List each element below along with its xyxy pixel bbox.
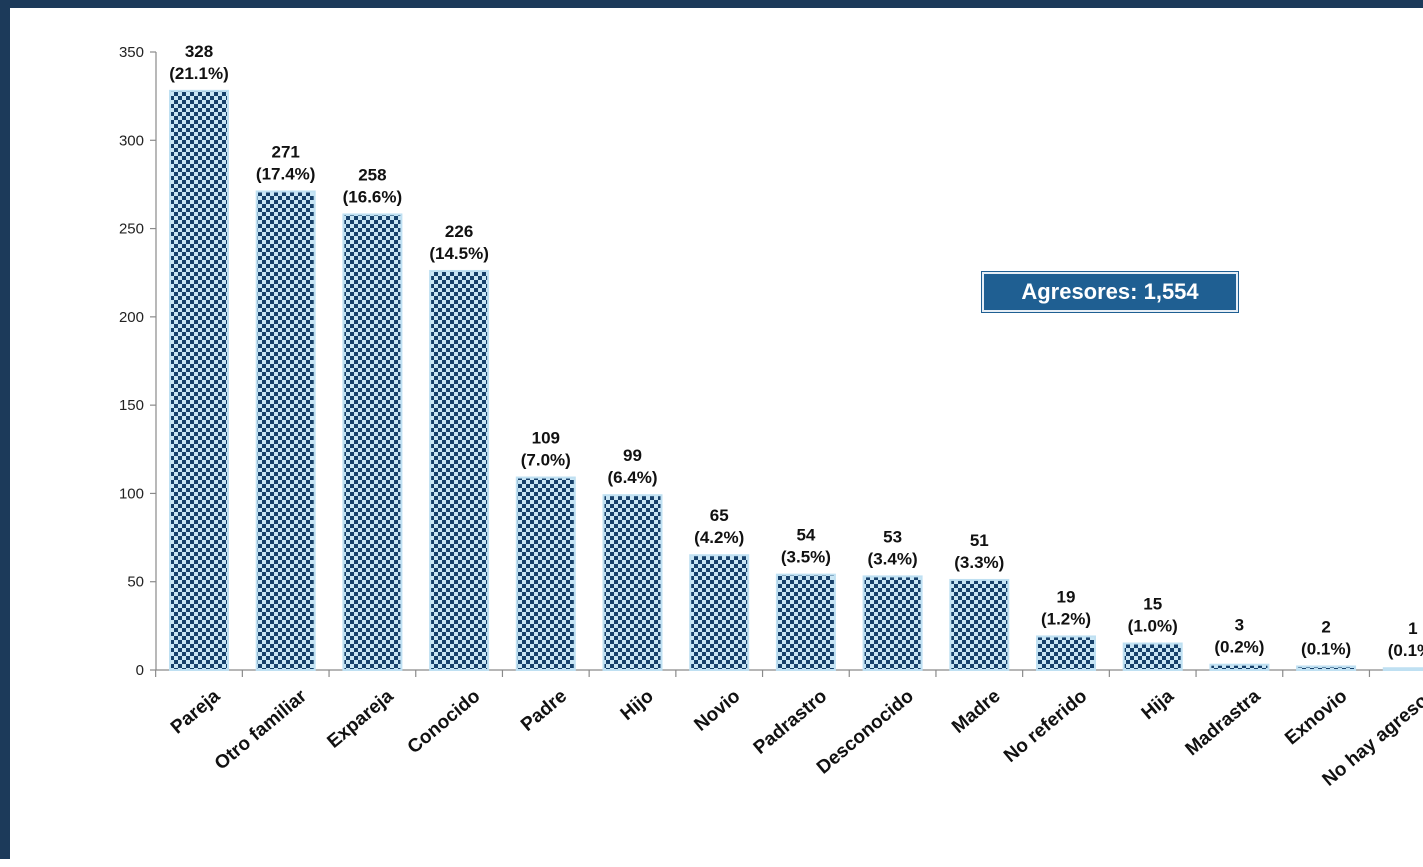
category-label: Hija bbox=[1138, 685, 1179, 724]
category-label: Hijo bbox=[617, 686, 658, 725]
percent-label: (1.0%) bbox=[1128, 617, 1178, 636]
percent-label: (4.2%) bbox=[694, 528, 744, 547]
bar-no-referido bbox=[1036, 635, 1096, 671]
percent-label: (0.1%) bbox=[1301, 639, 1351, 658]
percent-label: (3.3%) bbox=[954, 553, 1004, 572]
percent-label: (3.5%) bbox=[781, 548, 831, 567]
value-label: 65 bbox=[710, 506, 729, 525]
value-label: 53 bbox=[883, 527, 902, 546]
bar-otro-familiar bbox=[255, 190, 316, 671]
category-label: Madrastra bbox=[1182, 685, 1265, 760]
value-label: 54 bbox=[796, 526, 815, 545]
value-label: 51 bbox=[970, 531, 989, 550]
category-label: Padre bbox=[517, 686, 571, 736]
y-tick-label: 100 bbox=[119, 485, 144, 502]
percent-label: (0.1%) bbox=[1388, 641, 1423, 660]
bar-desconocido bbox=[862, 575, 923, 671]
bar-novio bbox=[689, 554, 750, 672]
value-label: 19 bbox=[1057, 587, 1076, 606]
bar-madre bbox=[949, 578, 1010, 671]
value-label: 328 bbox=[185, 42, 213, 61]
value-label: 258 bbox=[358, 165, 386, 184]
bar-madrastra bbox=[1209, 663, 1270, 672]
bar-hija bbox=[1122, 642, 1183, 671]
percent-label: (17.4%) bbox=[256, 164, 316, 183]
bar-expareja bbox=[342, 213, 403, 671]
value-label: 99 bbox=[623, 446, 642, 465]
percent-label: (1.2%) bbox=[1041, 609, 1091, 628]
bar-pareja bbox=[169, 89, 229, 672]
category-label: Madre bbox=[948, 686, 1004, 738]
total-aggressors-badge: Agresores: 1,554 bbox=[982, 272, 1238, 312]
category-label: Pareja bbox=[167, 685, 225, 738]
y-tick-label: 300 bbox=[119, 132, 144, 149]
y-tick-label: 250 bbox=[119, 221, 144, 238]
bar-chart: 0 50 100 150 200 250 300 350 328 (21.1%) Pareja 27… bbox=[119, 42, 1423, 791]
bar-conocido bbox=[429, 269, 490, 671]
category-label: Conocido bbox=[404, 686, 485, 758]
percent-label: (21.1%) bbox=[169, 64, 229, 83]
percent-label: (6.4%) bbox=[607, 468, 657, 487]
value-label: 271 bbox=[272, 142, 300, 161]
value-label: 2 bbox=[1321, 617, 1330, 636]
category-label: Otro familiar bbox=[211, 685, 312, 774]
percent-label: (3.4%) bbox=[868, 549, 918, 568]
category-label: Padrastro bbox=[750, 686, 831, 759]
value-label: 3 bbox=[1235, 616, 1244, 635]
y-tick-label: 150 bbox=[119, 397, 144, 414]
bar-exnovio bbox=[1296, 665, 1357, 671]
bar-no-hay-agresor bbox=[1382, 667, 1423, 672]
category-label: Expareja bbox=[323, 685, 398, 752]
y-tick-label: 0 bbox=[136, 662, 144, 679]
value-label: 1 bbox=[1408, 619, 1417, 638]
category-label: Novio bbox=[690, 686, 744, 736]
percent-label: (7.0%) bbox=[521, 451, 571, 470]
y-tick-label: 350 bbox=[119, 44, 144, 61]
bar-padrastro bbox=[775, 573, 836, 671]
value-label: 15 bbox=[1143, 595, 1162, 614]
y-tick-label: 200 bbox=[119, 309, 144, 326]
bar-padre bbox=[515, 476, 576, 671]
bar-hijo bbox=[602, 494, 663, 671]
bars bbox=[169, 89, 1423, 672]
category-label: Exnovio bbox=[1281, 686, 1351, 750]
percent-label: (0.2%) bbox=[1214, 638, 1264, 657]
value-label: 226 bbox=[445, 222, 473, 241]
y-tick-label: 50 bbox=[127, 574, 144, 591]
percent-label: (16.6%) bbox=[343, 187, 403, 206]
category-label: No referido bbox=[1000, 686, 1091, 767]
value-label: 109 bbox=[532, 429, 560, 448]
percent-label: (14.5%) bbox=[429, 244, 489, 263]
